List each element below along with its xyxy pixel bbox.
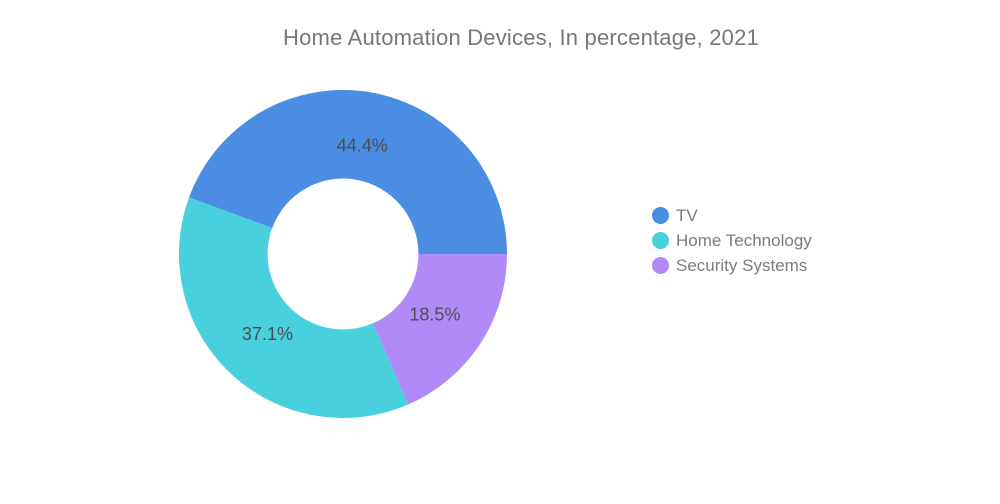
slice-value-label-tv: 44.4% [337,136,388,156]
chart-title: Home Automation Devices, In percentage, … [283,25,759,50]
pie-slice-home-technology[interactable] [179,197,409,418]
legend-item-tv[interactable]: TV [652,207,812,224]
legend-item-home-technology[interactable]: Home Technology [652,232,812,249]
legend-label-tv: TV [676,206,698,225]
slice-value-label-security-systems: 18.5% [409,304,460,324]
legend-swatch-security-systems [652,257,669,274]
pie-slice-security-systems[interactable] [372,254,507,405]
legend-label-home-technology: Home Technology [676,231,812,250]
legend-label-security-systems: Security Systems [676,256,808,275]
legend: TV Home Technology Security Systems [652,207,812,274]
slice-value-label-home-technology: 37.1% [242,324,293,344]
legend-swatch-tv [652,207,669,224]
legend-item-security-systems[interactable]: Security Systems [652,257,812,274]
pie-slice-tv[interactable] [189,90,507,254]
legend-swatch-home-technology [652,232,669,249]
